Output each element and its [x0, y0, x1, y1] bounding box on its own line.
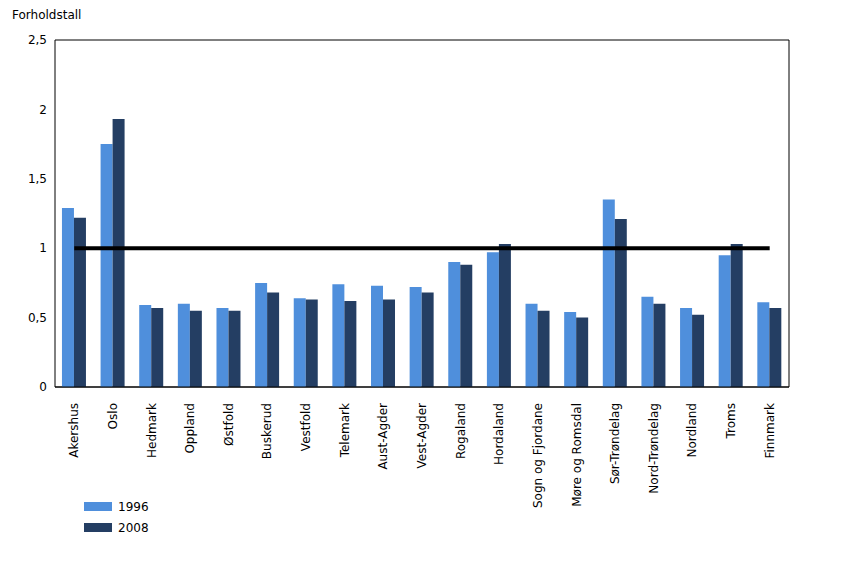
svg-text:Finnmark: Finnmark — [763, 403, 777, 459]
svg-text:Nordland: Nordland — [685, 403, 699, 458]
svg-text:1: 1 — [39, 241, 47, 255]
svg-text:Buskerud: Buskerud — [260, 403, 274, 459]
svg-text:Rogaland: Rogaland — [454, 403, 468, 459]
svg-text:0: 0 — [39, 380, 47, 394]
svg-text:Telemark: Telemark — [338, 403, 352, 458]
svg-text:Oppland: Oppland — [183, 403, 197, 454]
svg-text:Akershus: Akershus — [67, 403, 81, 458]
svg-text:Vestfold: Vestfold — [299, 403, 313, 451]
svg-text:1,5: 1,5 — [28, 172, 47, 186]
html-text:Forholdstall: Forholdstall — [12, 8, 82, 22]
svg-text:Møre og Romsdal: Møre og Romsdal — [570, 403, 584, 507]
svg-text:2: 2 — [39, 103, 47, 117]
html-text:2008: 2008 — [118, 520, 149, 535]
svg-text:Aust-Agder: Aust-Agder — [376, 403, 390, 470]
svg-text:Sør-Trøndelag: Sør-Trøndelag — [608, 403, 622, 484]
svg-text:Troms: Troms — [724, 403, 738, 440]
svg-text:2,5: 2,5 — [28, 33, 47, 47]
svg-text:0,5: 0,5 — [28, 311, 47, 325]
svg-text:Sogn og Fjordane: Sogn og Fjordane — [531, 403, 545, 508]
svg-text:Nord-Trøndelag: Nord-Trøndelag — [647, 403, 661, 494]
svg-text:Hedmark: Hedmark — [145, 403, 159, 458]
svg-text:Vest-Agder: Vest-Agder — [415, 403, 429, 469]
svg-text:Oslo: Oslo — [106, 403, 120, 429]
html-text:1996: 1996 — [118, 499, 149, 514]
svg-text:Hordaland: Hordaland — [492, 403, 506, 465]
svg-text:Østfold: Østfold — [222, 403, 236, 446]
